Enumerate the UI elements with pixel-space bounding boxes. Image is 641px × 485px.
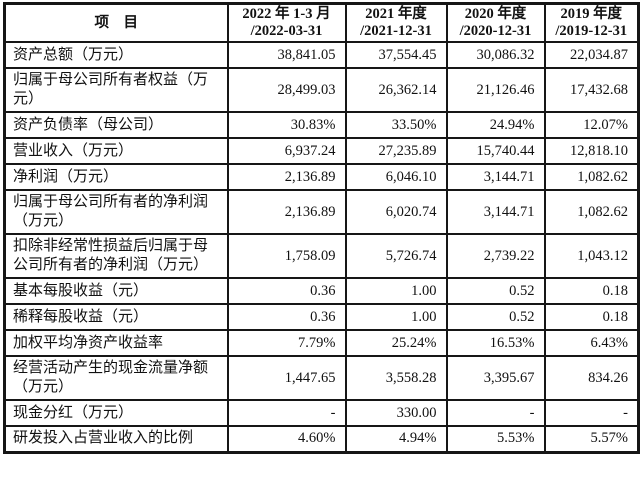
table-row: 现金分红（万元） - 330.00 - -: [3, 399, 640, 427]
cell-value: 6,046.10: [344, 163, 448, 191]
cell-value: 5.57%: [543, 425, 640, 453]
table-row: 基本每股收益（元） 0.36 1.00 0.52 0.18: [3, 277, 640, 305]
cell-value: 1,043.12: [543, 233, 640, 279]
header-period-2022-line2: /2022-03-31: [250, 23, 323, 39]
header-period-2021: 2021 年度 /2021-12-31: [344, 2, 448, 43]
cell-value: 1.00: [344, 277, 448, 305]
table-row: 资产负债率（母公司） 30.83% 33.50% 24.94% 12.07%: [3, 111, 640, 139]
header-period-2019-line2: /2019-12-31: [555, 23, 628, 39]
cell-value: 0.52: [445, 303, 546, 331]
cell-value: 21,126.46: [445, 67, 546, 113]
cell-value: 0.36: [226, 277, 347, 305]
cell-value: 5.53%: [445, 425, 546, 453]
cell-value: 38,841.05: [226, 41, 347, 69]
table-row: 资产总额（万元） 38,841.05 37,554.45 30,086.32 2…: [3, 41, 640, 69]
row-label: 资产总额（万元）: [3, 41, 229, 69]
header-period-2022-line1: 2022 年 1-3 月: [242, 6, 331, 22]
cell-value: 6,020.74: [344, 189, 448, 235]
cell-value: 12,818.10: [543, 137, 640, 165]
table-row: 归属于母公司所有者权益（万元） 28,499.03 26,362.14 21,1…: [3, 67, 640, 113]
header-period-2019-line1: 2019 年度: [560, 6, 623, 22]
cell-value: 1,082.62: [543, 189, 640, 235]
cell-value: 330.00: [344, 399, 448, 427]
cell-value: 12.07%: [543, 111, 640, 139]
cell-value: 4.94%: [344, 425, 448, 453]
cell-value: 33.50%: [344, 111, 448, 139]
cell-value: 4.60%: [226, 425, 347, 453]
row-label: 归属于母公司所有者权益（万元）: [3, 67, 229, 113]
cell-value: 30.83%: [226, 111, 347, 139]
header-period-2020-line1: 2020 年度: [464, 6, 527, 22]
header-period-2020: 2020 年度 /2020-12-31: [445, 2, 546, 43]
table-row: 扣除非经常性损益后归属于母公司所有者的净利润（万元） 1,758.09 5,72…: [3, 233, 640, 279]
cell-value: 0.36: [226, 303, 347, 331]
cell-value: 1,447.65: [226, 355, 347, 401]
cell-value: 30,086.32: [445, 41, 546, 69]
cell-value: 1,758.09: [226, 233, 347, 279]
cell-value: 6,937.24: [226, 137, 347, 165]
row-label: 现金分红（万元）: [3, 399, 229, 427]
cell-value: 24.94%: [445, 111, 546, 139]
cell-value: 27,235.89: [344, 137, 448, 165]
cell-value: 3,558.28: [344, 355, 448, 401]
cell-value: 37,554.45: [344, 41, 448, 69]
cell-value: 22,034.87: [543, 41, 640, 69]
table-row: 稀释每股收益（元） 0.36 1.00 0.52 0.18: [3, 303, 640, 331]
financial-summary-table: 项 目 2022 年 1-3 月 /2022-03-31 2021 年度 /20…: [3, 2, 640, 454]
header-period-2019: 2019 年度 /2019-12-31: [543, 2, 640, 43]
header-period-2022: 2022 年 1-3 月 /2022-03-31: [226, 2, 347, 43]
row-label: 基本每股收益（元）: [3, 277, 229, 305]
cell-value: 0.18: [543, 277, 640, 305]
cell-value: 2,739.22: [445, 233, 546, 279]
cell-value: 5,726.74: [344, 233, 448, 279]
header-period-2021-line2: /2021-12-31: [360, 23, 432, 39]
row-label: 资产负债率（母公司）: [3, 111, 229, 139]
row-label: 经营活动产生的现金流量净额（万元）: [3, 355, 229, 401]
row-label: 营业收入（万元）: [3, 137, 229, 165]
table-row: 净利润（万元） 2,136.89 6,046.10 3,144.71 1,082…: [3, 163, 640, 191]
cell-value: 3,144.71: [445, 189, 546, 235]
cell-value: 1.00: [344, 303, 448, 331]
cell-value: 15,740.44: [445, 137, 546, 165]
cell-value: 25.24%: [344, 329, 448, 357]
table-row: 归属于母公司所有者的净利润（万元） 2,136.89 6,020.74 3,14…: [3, 189, 640, 235]
table-row: 经营活动产生的现金流量净额（万元） 1,447.65 3,558.28 3,39…: [3, 355, 640, 401]
cell-value: -: [445, 399, 546, 427]
cell-value: 2,136.89: [226, 189, 347, 235]
cell-value: 7.79%: [226, 329, 347, 357]
header-period-2020-line2: /2020-12-31: [459, 23, 532, 39]
cell-value: 3,395.67: [445, 355, 546, 401]
table-row: 加权平均净资产收益率 7.79% 25.24% 16.53% 6.43%: [3, 329, 640, 357]
table-row: 营业收入（万元） 6,937.24 27,235.89 15,740.44 12…: [3, 137, 640, 165]
cell-value: 0.18: [543, 303, 640, 331]
cell-value: -: [226, 399, 347, 427]
header-period-2021-line1: 2021 年度: [365, 6, 427, 22]
row-label: 净利润（万元）: [3, 163, 229, 191]
cell-value: 0.52: [445, 277, 546, 305]
cell-value: -: [543, 399, 640, 427]
table-header-row: 项 目 2022 年 1-3 月 /2022-03-31 2021 年度 /20…: [3, 2, 640, 43]
row-label: 研发投入占营业收入的比例: [3, 425, 229, 453]
cell-value: 6.43%: [543, 329, 640, 357]
cell-value: 1,082.62: [543, 163, 640, 191]
row-label: 扣除非经常性损益后归属于母公司所有者的净利润（万元）: [3, 233, 229, 279]
table-row: 研发投入占营业收入的比例 4.60% 4.94% 5.53% 5.57%: [3, 425, 640, 453]
row-label: 归属于母公司所有者的净利润（万元）: [3, 189, 229, 235]
row-label: 加权平均净资产收益率: [3, 329, 229, 357]
cell-value: 16.53%: [445, 329, 546, 357]
cell-value: 17,432.68: [543, 67, 640, 113]
cell-value: 2,136.89: [226, 163, 347, 191]
row-label: 稀释每股收益（元）: [3, 303, 229, 331]
header-item: 项 目: [3, 2, 229, 43]
cell-value: 28,499.03: [226, 67, 347, 113]
cell-value: 26,362.14: [344, 67, 448, 113]
cell-value: 3,144.71: [445, 163, 546, 191]
cell-value: 834.26: [543, 355, 640, 401]
